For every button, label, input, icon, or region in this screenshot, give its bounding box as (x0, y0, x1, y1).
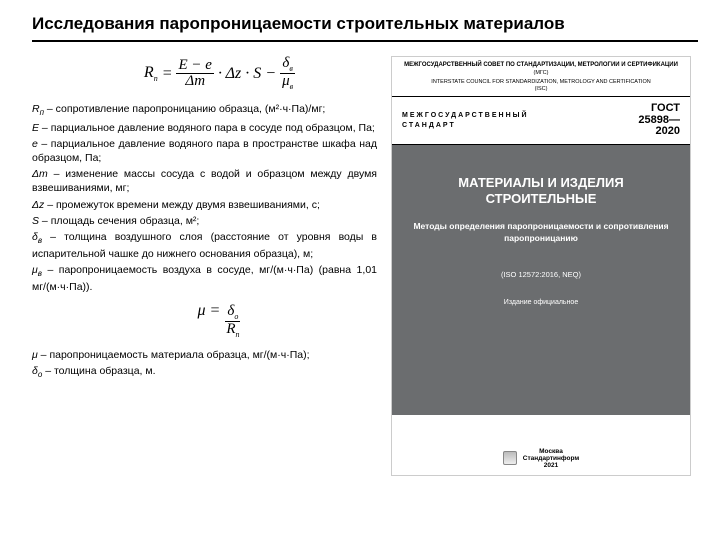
definition-line: Rп – сопротивление паропроницанию образц… (32, 102, 377, 119)
cover-mat: МАТЕРИАЛЫ И ИЗДЕЛИЯ СТРОИТЕЛЬНЫЕ (410, 175, 672, 208)
title-rule (32, 40, 698, 42)
f2-lhs: μ = (198, 302, 221, 319)
definition-line: δв – толщина воздушного слоя (расстояние… (32, 230, 377, 261)
cover-foot3: 2021 (523, 462, 579, 469)
definition-line: Δz – промежуток времени между двумя взве… (32, 198, 377, 212)
gost-cover: МЕЖГОСУДАРСТВЕННЫЙ СОВЕТ ПО СТАНДАРТИЗАЦ… (391, 56, 691, 476)
f1-num2-sub: в (289, 64, 292, 73)
cover-foot1: Москва (523, 448, 579, 455)
definition-line: E – парциальное давление водяного пара в… (32, 121, 377, 135)
cover-gost-year: 2020 (638, 126, 680, 138)
f1-frac2: δв μв (280, 56, 295, 92)
cover-std-label: МЕЖГОСУДАРСТВЕННЫЙ СТАНДАРТ (402, 111, 522, 131)
right-column: МЕЖГОСУДАРСТВЕННЫЙ СОВЕТ ПО СТАНДАРТИЗАЦ… (391, 54, 691, 476)
definition-line: δо – толщина образца, м. (32, 364, 377, 381)
f2-den-sub: п (236, 330, 240, 339)
cover-top-en-abbr: (ISC) (398, 86, 684, 93)
left-column: Rп = E − e Δm · Δz · S − δв μв Rп – сопр… (32, 54, 377, 476)
cover-std-text: МЕЖГОСУДАРСТВЕННЫЙ СТАНДАРТ (402, 111, 522, 131)
slide: Исследования паропроницаемости строитель… (0, 0, 720, 540)
cover-footer: Москва Стандартинформ 2021 (392, 448, 690, 469)
cover-foot2: Стандартинформ (523, 455, 579, 462)
definition-line: S – площадь сечения образца, м²; (32, 214, 377, 228)
formula-mu: μ = δо Rп (62, 302, 377, 340)
cover-iso: (ISO 12572:2016, NEQ) (410, 270, 672, 279)
cover-top-ru: МЕЖГОСУДАРСТВЕННЫЙ СОВЕТ ПО СТАНДАРТИЗАЦ… (398, 62, 684, 70)
f1-num: E − e (176, 58, 213, 75)
cover-ofic: Издание официальное (410, 299, 672, 306)
definitions-block-1: Rп – сопротивление паропроницанию образц… (32, 102, 377, 294)
publisher-logo-icon (503, 451, 517, 465)
cover-top-ru-abbr: (МГС) (398, 70, 684, 77)
f2-frac: δо Rп (224, 304, 241, 340)
cover-meth: Методы определения паропроницаемости и с… (410, 221, 672, 244)
cover-top-en: INTERSTATE COUNCIL FOR STANDARDIZATION, … (398, 79, 684, 86)
definition-line: Δm – изменение массы сосуда с водой и об… (32, 167, 377, 195)
f1-den: Δm (183, 74, 207, 90)
columns: Rп = E − e Δm · Δz · S − δв μв Rп – сопр… (32, 54, 698, 476)
f1-frac1: E − e Δm (176, 58, 213, 91)
definition-line: e – парциальное давление водяного пара в… (32, 137, 377, 165)
definition-line: μ – паропроницаемость материала образца,… (32, 348, 377, 362)
formula-rn: Rп = E − e Δm · Δz · S − δв μв (62, 56, 377, 92)
f2-num-sub: о (234, 312, 238, 321)
cover-header: МЕЖГОСУДАРСТВЕННЫЙ СОВЕТ ПО СТАНДАРТИЗАЦ… (392, 57, 690, 97)
f1-mid: · Δz · S − (218, 65, 276, 83)
f1-lhs-sub: п (154, 74, 158, 83)
page-title: Исследования паропроницаемости строитель… (32, 14, 698, 34)
f1-lhs: R (144, 64, 154, 81)
f2-den: R (226, 321, 235, 337)
f1-eq: = (162, 65, 173, 83)
definitions-block-2: μ – паропроницаемость материала образца,… (32, 348, 377, 381)
f1-den2-sub: в (290, 82, 293, 91)
cover-footer-text: Москва Стандартинформ 2021 (523, 448, 579, 469)
cover-body: МАТЕРИАЛЫ И ИЗДЕЛИЯ СТРОИТЕЛЬНЫЕ Методы … (392, 145, 690, 415)
cover-row2: МЕЖГОСУДАРСТВЕННЫЙ СТАНДАРТ ГОСТ 25898— … (392, 97, 690, 145)
definition-line: μв – паропроницаемость воздуха в сосуде,… (32, 263, 377, 294)
f1-den2: μ (282, 73, 290, 89)
cover-gost-block: ГОСТ 25898— 2020 (638, 103, 680, 138)
